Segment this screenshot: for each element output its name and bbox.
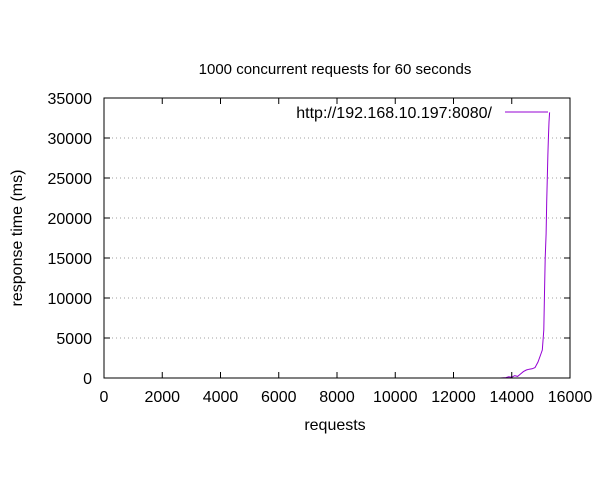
- grid-lines: [104, 137, 570, 339]
- x-axis-label: requests: [304, 417, 365, 434]
- y-tick-label: 35000: [48, 91, 93, 108]
- series-layer: [500, 112, 551, 379]
- axis-ticks: 0 5000 10000 15000 20000 25000 30000 35000 0 2000…: [48, 91, 593, 406]
- x-tick-label: 4000: [203, 389, 239, 406]
- x-tick-label: 0: [100, 389, 109, 406]
- y-tick-label: 0: [83, 371, 92, 388]
- y-tick-label: 30000: [48, 131, 93, 148]
- x-tick-label: 16000: [548, 389, 593, 406]
- legend: http://192.168.10.197:8080/: [296, 105, 548, 122]
- y-tick-label: 15000: [48, 251, 93, 268]
- x-tick-label: 6000: [261, 389, 297, 406]
- x-tick-label: 2000: [144, 389, 180, 406]
- x-tick-label: 14000: [490, 389, 535, 406]
- y-tick-label: 25000: [48, 171, 93, 188]
- y-axis-label: response time (ms): [9, 170, 26, 307]
- x-tick-label: 8000: [319, 389, 355, 406]
- plot-frame: [103, 97, 571, 379]
- y-tick-label: 5000: [56, 331, 92, 348]
- x-tick-label: 10000: [373, 389, 418, 406]
- legend-entry-label: http://192.168.10.197:8080/: [296, 105, 492, 122]
- chart-title: 1000 concurrent requests for 60 seconds: [199, 61, 472, 78]
- y-tick-label: 10000: [48, 291, 93, 308]
- x-tick-label: 12000: [431, 389, 476, 406]
- series-line: [500, 112, 551, 379]
- y-tick-label: 20000: [48, 211, 93, 228]
